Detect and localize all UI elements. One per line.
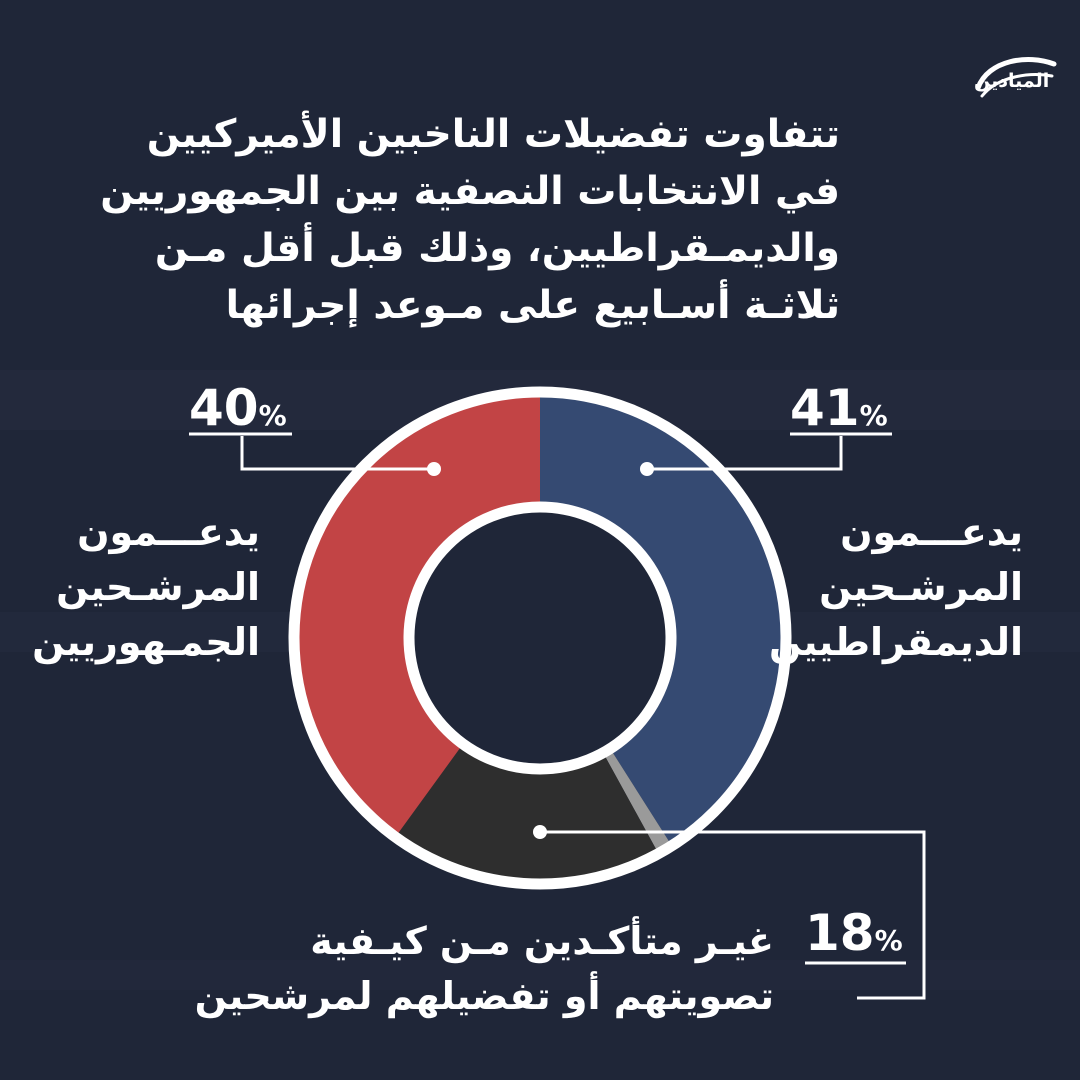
leader-democrats (189, 432, 441, 476)
percent-sign: % (258, 399, 287, 432)
inner-ring (403, 501, 677, 775)
value-label-undecided: 18% (805, 906, 903, 968)
category-label-undecided: غيـر متأكـدين مـن كيـفية تصويتهم أو تفضي… (195, 914, 774, 1024)
slice-republicans (299, 397, 540, 833)
value-label-republicans: 40% (189, 381, 287, 443)
slice-other (605, 752, 670, 850)
category-label-line: المرشـحين (819, 565, 1023, 609)
leader-undecided (533, 825, 926, 1000)
brand-logo-text: الميادين (974, 70, 1050, 92)
percent-sign: % (874, 924, 903, 957)
headline: تتفاوت تفضيلات الناخبين الأميركيين في ال… (100, 106, 840, 334)
category-label-line: الجمـهوريين (32, 620, 260, 664)
category-label-line: غيـر متأكـدين مـن كيـفية (310, 919, 774, 963)
leader-democrats (640, 432, 892, 476)
value-number: 40 (189, 379, 259, 437)
category-label-republicans: يدعـــمون المرشـحين الجمـهوريين (32, 505, 260, 670)
brand-logo-icon (975, 56, 1057, 98)
headline-line: في الانتخابات النصفية بين الجمهوريين (100, 169, 840, 214)
marker-undecided (533, 825, 547, 839)
category-label-line: يدعـــمون (77, 510, 260, 554)
value-label-democrats: 41% (790, 381, 888, 443)
percent-sign: % (859, 399, 888, 432)
headline-line: تتفاوت تفضيلات الناخبين الأميركيين (146, 112, 840, 157)
headline-line: ثلاثـة أسـابيع على مـوعد إجرائها (225, 283, 840, 328)
outer-ring (288, 386, 792, 890)
marker-democrats (640, 462, 654, 476)
category-label-line: تصويتهم أو تفضيلهم لمرشحين (194, 974, 774, 1018)
category-label-line: الديمقراطيين (768, 620, 1023, 664)
marker-republicans (427, 462, 441, 476)
category-label-line: يدعـــمون (840, 510, 1023, 554)
slice-undecided (398, 748, 657, 879)
value-number: 41 (790, 379, 860, 437)
category-label-line: المرشـحين (56, 565, 260, 609)
category-label-democrats: يدعـــمون المرشـحين الديمقراطيين (769, 505, 1023, 670)
slice-democrats (540, 397, 782, 842)
headline-line: والديمـقراطيين، وذلك قبل أقل مـن (154, 226, 840, 271)
value-number: 18 (805, 904, 875, 962)
